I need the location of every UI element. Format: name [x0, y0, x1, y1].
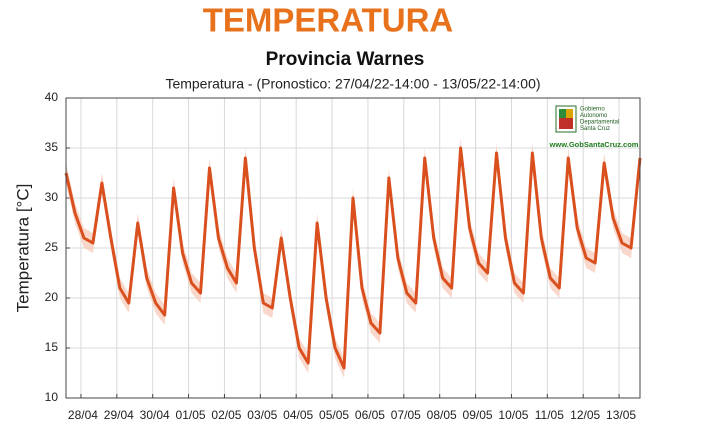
logo-shield-part	[559, 109, 566, 118]
x-tick-label: 04/05	[283, 408, 313, 422]
logo-shield-part	[559, 118, 573, 129]
x-tick-label: 08/05	[427, 408, 457, 422]
x-tick-label: 07/05	[391, 408, 421, 422]
logo-shield-part	[566, 109, 573, 118]
plot-title: Temperatura - (Pronostico: 27/04/22-14:0…	[165, 76, 540, 92]
chart-title: TEMPERATURA	[203, 2, 454, 39]
y-tick-label: 15	[45, 340, 59, 354]
x-tick-label: 01/05	[176, 408, 206, 422]
y-tick-label: 40	[45, 90, 59, 104]
x-tick-label: 28/04	[68, 408, 98, 422]
y-axis-label: Temperatura [°C]	[13, 184, 32, 313]
logo-text: Autonomo	[580, 113, 608, 119]
y-tick-label: 35	[45, 140, 59, 154]
logo-text: Departamental	[580, 120, 619, 126]
x-tick-label: 02/05	[211, 408, 241, 422]
x-tick-label: 10/05	[498, 408, 528, 422]
x-tick-label: 11/05	[535, 408, 564, 422]
chart-subtitle: Provincia Warnes	[266, 49, 425, 70]
x-tick-label: 12/05	[570, 408, 600, 422]
logo-text: Gobierno	[580, 107, 605, 113]
y-tick-label: 30	[45, 190, 59, 204]
uncertainty-band	[66, 138, 640, 378]
x-tick-label: 06/05	[355, 408, 385, 422]
x-tick-label: 30/04	[140, 408, 170, 422]
x-tick-label: 29/04	[104, 408, 134, 422]
plot-frame	[65, 97, 641, 399]
y-tick-label: 10	[45, 390, 59, 404]
x-tick-label: 03/05	[247, 408, 277, 422]
x-tick-label: 13/05	[606, 408, 636, 422]
y-tick-label: 20	[45, 290, 59, 304]
x-tick-label: 09/05	[463, 408, 493, 422]
temperature-line	[64, 146, 642, 370]
logo-url: www.GobSantaCruz.com	[549, 140, 639, 149]
marks	[64, 138, 642, 378]
y-tick-label: 25	[45, 240, 59, 254]
x-tick-label: 05/05	[319, 408, 349, 422]
logo-text: Santa Cruz	[580, 126, 610, 132]
